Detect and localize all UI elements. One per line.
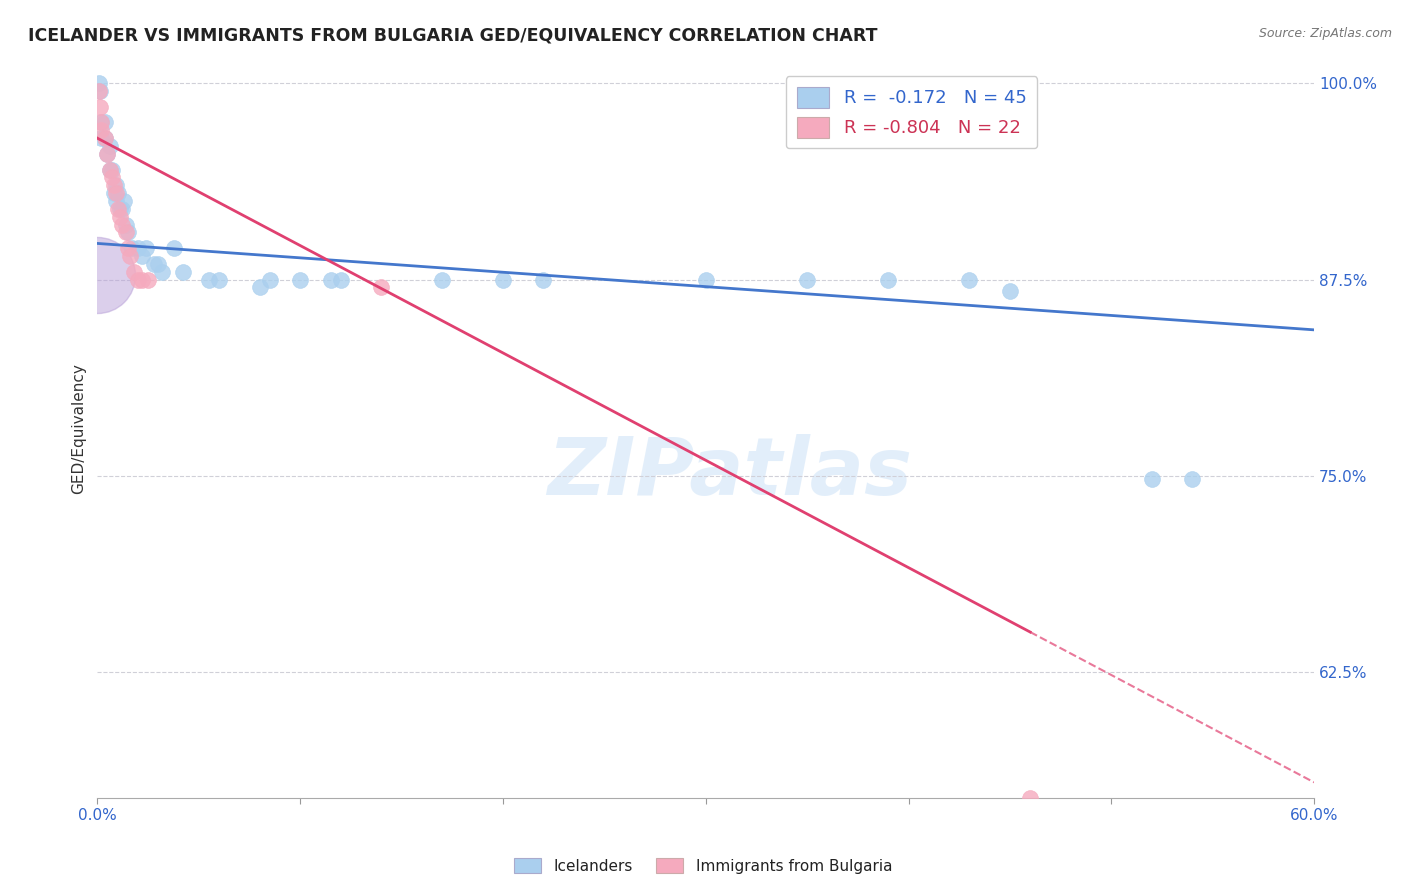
Point [122, 265, 145, 279]
Text: ZIPatlas: ZIPatlas [547, 434, 912, 512]
Point [114, 226, 136, 240]
Point [172, 265, 194, 279]
Point [135, 241, 157, 255]
Point [288, 272, 311, 286]
Legend: Icelanders, Immigrants from Bulgaria: Icelanders, Immigrants from Bulgaria [508, 852, 898, 880]
Point [131, 249, 153, 263]
Point [111, 218, 134, 232]
Point [87, 84, 110, 98]
Point [90, 115, 112, 129]
Point [492, 272, 515, 286]
Point [1140, 472, 1163, 486]
Point [103, 178, 125, 193]
Point [877, 272, 900, 286]
Point [107, 186, 129, 201]
Point [90, 131, 112, 145]
Point [117, 226, 139, 240]
Legend: R =  -0.172   N = 45, R = -0.804   N = 22: R = -0.172 N = 45, R = -0.804 N = 22 [786, 76, 1038, 148]
Point [98, 162, 121, 177]
Point [695, 272, 717, 286]
Point [117, 241, 139, 255]
Point [111, 202, 134, 216]
Text: ICELANDER VS IMMIGRANTS FROM BULGARIA GED/EQUIVALENCY CORRELATION CHART: ICELANDER VS IMMIGRANTS FROM BULGARIA GE… [28, 27, 877, 45]
Point [150, 265, 173, 279]
Point [198, 272, 221, 286]
Point [96, 147, 118, 161]
Point [98, 162, 121, 177]
Point [103, 186, 125, 201]
Point [533, 272, 555, 286]
Point [89, 100, 111, 114]
Point [90, 115, 112, 129]
Point [1181, 472, 1204, 486]
Point [108, 202, 131, 216]
Point [90, 123, 112, 137]
Point [121, 241, 143, 255]
Point [100, 170, 122, 185]
Point [998, 284, 1021, 298]
Point [163, 241, 186, 255]
Point [104, 178, 127, 193]
Text: Source: ZipAtlas.com: Source: ZipAtlas.com [1258, 27, 1392, 40]
Point [259, 272, 281, 286]
Point [107, 202, 129, 216]
Point [143, 257, 166, 271]
Point [96, 147, 118, 161]
Point [796, 272, 818, 286]
Point [370, 280, 392, 294]
Point [118, 249, 141, 263]
Point [100, 162, 122, 177]
Point [319, 272, 342, 286]
Point [87, 76, 110, 90]
Point [114, 218, 136, 232]
Point [329, 272, 352, 286]
Point [430, 272, 453, 286]
Point [94, 131, 117, 145]
Point [136, 272, 159, 286]
Point [127, 241, 149, 255]
Point [148, 257, 170, 271]
Point [98, 139, 121, 153]
Point [104, 194, 127, 208]
Point [94, 131, 117, 145]
Point [104, 186, 127, 201]
Point [131, 272, 153, 286]
Point [1019, 791, 1042, 805]
Point [108, 210, 131, 224]
Point [89, 84, 111, 98]
Point [249, 280, 271, 294]
Point [208, 272, 231, 286]
Point [957, 272, 980, 286]
Point [127, 272, 149, 286]
Point [112, 194, 135, 208]
Y-axis label: GED/Equivalency: GED/Equivalency [72, 363, 86, 494]
Point [86, 268, 108, 282]
Point [94, 115, 117, 129]
